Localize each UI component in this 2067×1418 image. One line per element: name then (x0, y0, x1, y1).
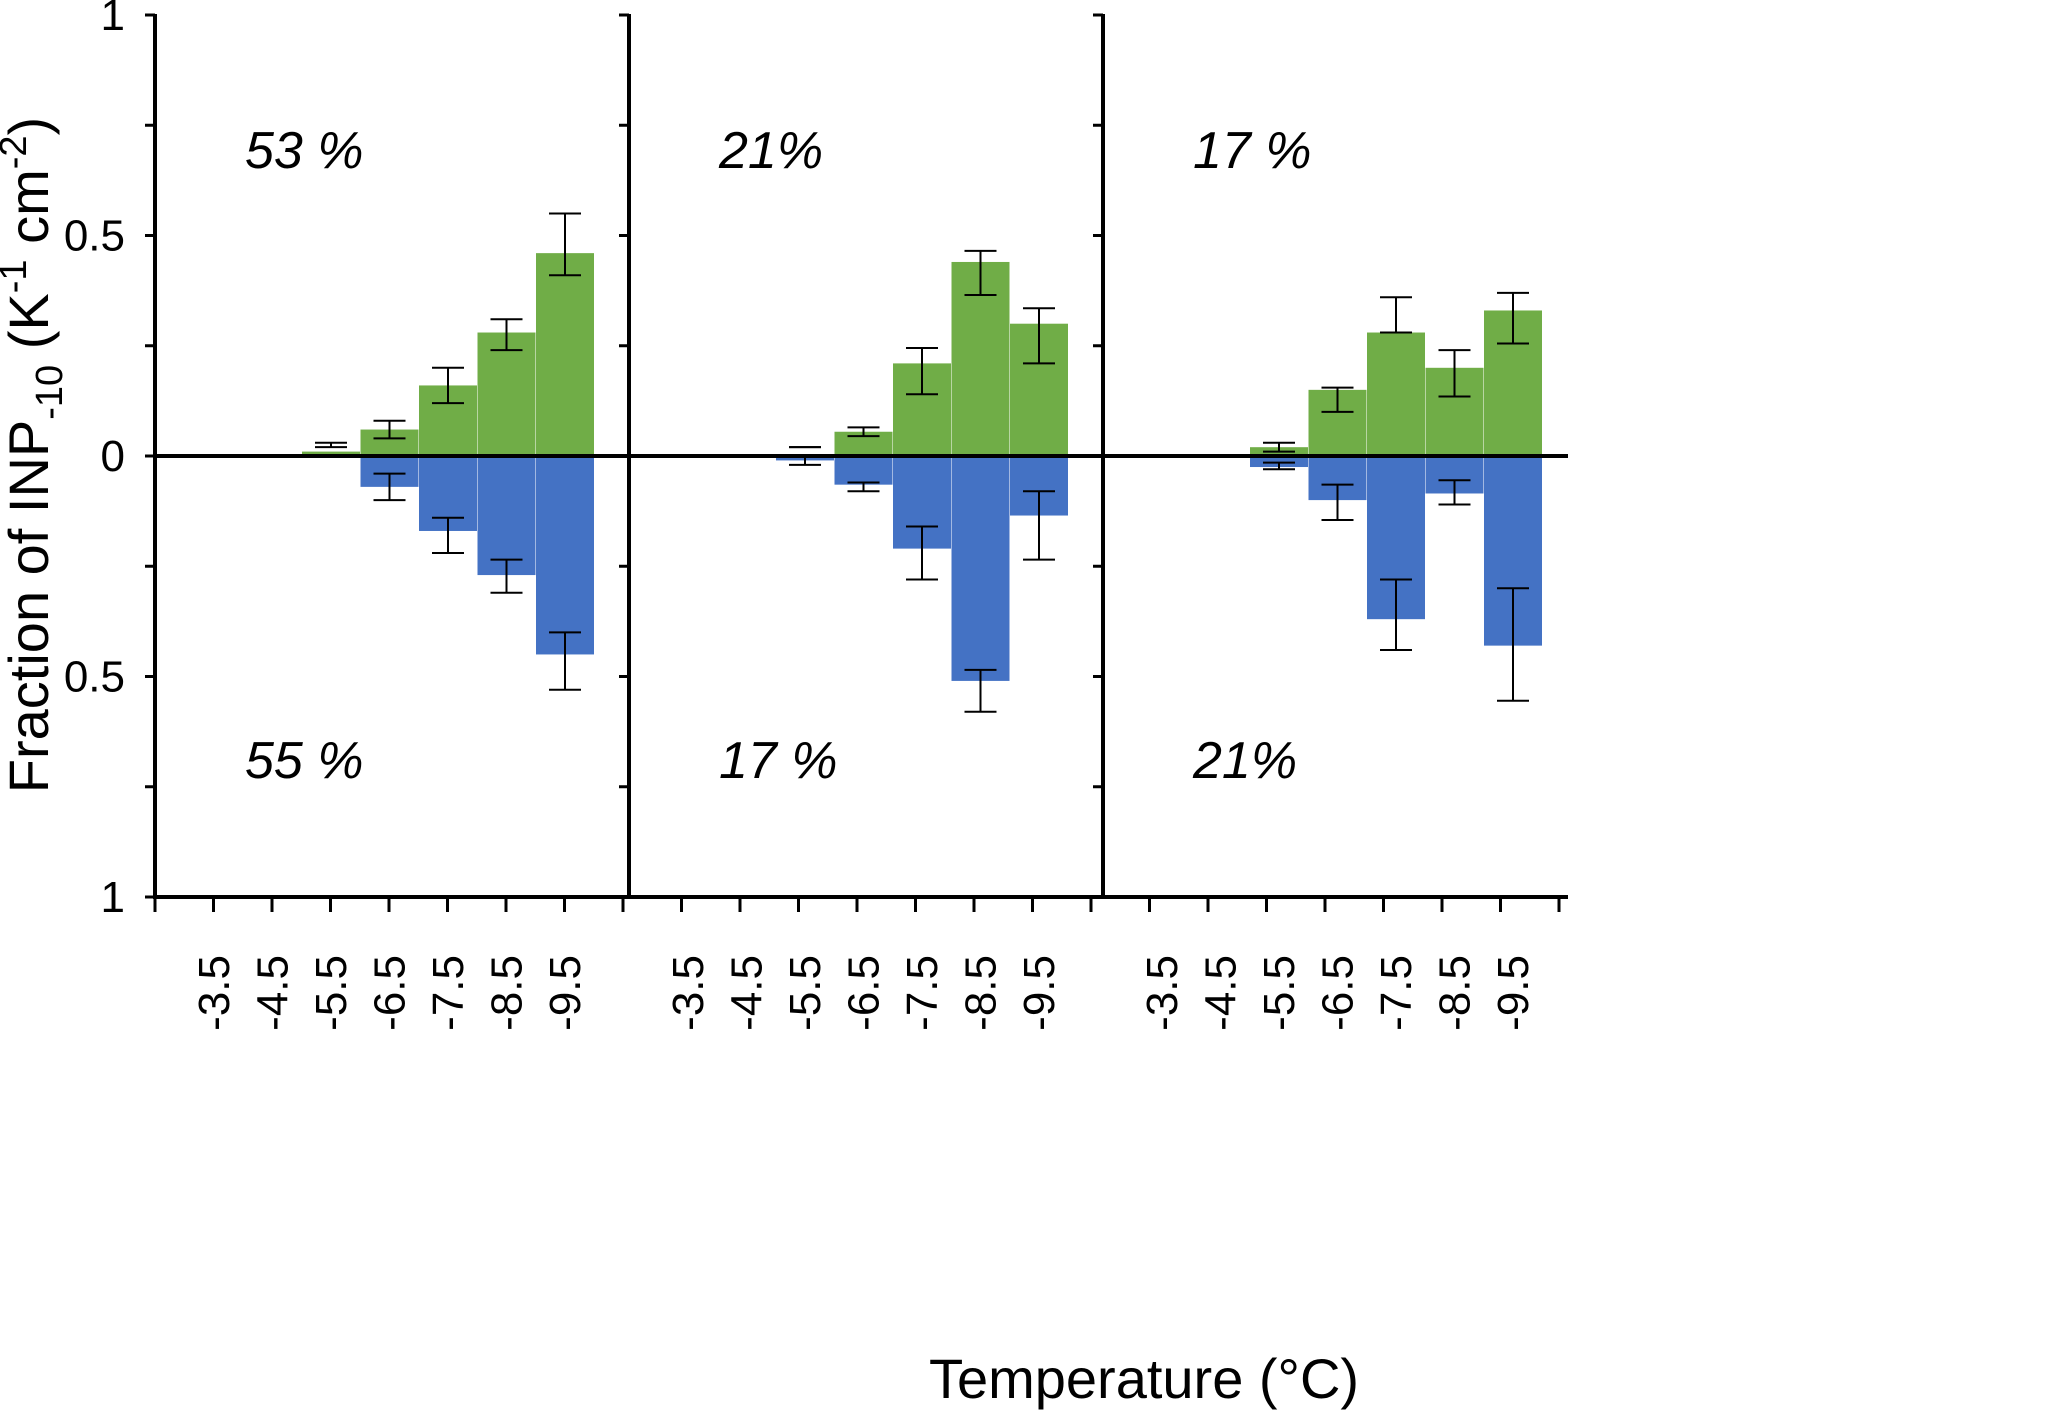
bar-lower--8.5 (477, 456, 536, 576)
y-tick-label-top-0.5: 0.5 (64, 212, 125, 261)
bar-lower--9.5 (536, 456, 594, 655)
x-tick-label--8.5: -8.5 (957, 955, 1006, 1031)
x-tick-label--8.5: -8.5 (1431, 955, 1480, 1031)
x-tick-label--7.5: -7.5 (424, 955, 473, 1031)
y-axis-title-sup1: -1 (0, 259, 35, 293)
x-tick-label--4.5: -4.5 (1197, 955, 1246, 1031)
x-tick-label--9.5: -9.5 (1015, 955, 1064, 1031)
y-tick-label-top-0: 0 (101, 432, 125, 481)
x-tick-label--4.5: -4.5 (249, 955, 298, 1031)
x-tick-label--6.5: -6.5 (840, 955, 889, 1031)
bar-upper--5.5 (302, 451, 360, 456)
axes-layer (145, 13, 1568, 912)
error-bars-layer (315, 212, 1529, 713)
y-tick-label-bottom-1: 1 (101, 873, 125, 922)
panel-2-upper-percent: 21% (718, 122, 823, 180)
x-tick-label--9.5: -9.5 (1489, 955, 1538, 1031)
y-axis-title-mid: cm (0, 169, 60, 259)
y-tick-label-top-1: 1 (101, 0, 125, 40)
bar-lower--5.5 (1250, 456, 1308, 468)
x-tick-label--7.5: -7.5 (1372, 955, 1421, 1031)
panel-2-lower-percent: 17 % (719, 732, 838, 790)
y-axis-title-sub: -10 (29, 365, 71, 420)
x-tick-label--6.5: -6.5 (366, 955, 415, 1031)
bars-layer (302, 253, 1542, 681)
panel-1-lower-percent: 55 % (245, 732, 364, 790)
x-tick-label--8.5: -8.5 (483, 955, 532, 1031)
x-tick-label--4.5: -4.5 (723, 955, 772, 1031)
x-tick-label--6.5: -6.5 (1314, 955, 1363, 1031)
x-tick-label--5.5: -5.5 (1255, 955, 1304, 1031)
panel-1-upper-percent: 53 % (245, 122, 364, 180)
panel-3-lower-percent: 21% (1192, 732, 1297, 790)
y-axis-title-close: ) (0, 117, 60, 136)
y-tick-label-bottom-0.5: 0.5 (64, 653, 125, 702)
x-tick-label--3.5: -3.5 (664, 955, 713, 1031)
x-axis-title: Temperature (°C) (929, 1347, 1359, 1410)
bar-upper--8.5 (477, 332, 536, 456)
bar-upper--9.5 (536, 253, 594, 456)
y-axis-title-main: Fraction of INP (0, 420, 60, 793)
x-tick-label--5.5: -5.5 (307, 955, 356, 1031)
x-tick-label--3.5: -3.5 (190, 955, 239, 1031)
bar-lower--6.5 (834, 456, 893, 485)
x-tick-label--7.5: -7.5 (898, 955, 947, 1031)
y-axis-title: Fraction of INP-10 (K-1 cm-2) (0, 117, 71, 793)
panel-3-upper-percent: 17 % (1193, 122, 1312, 180)
labels-layer: 53 %55 %-3.5 -4.5 -5.5 -6.5 -7.5 -8.5 -9.521%1… (64, 0, 1538, 1031)
y-axis-title-open: (K (0, 293, 60, 365)
bar-upper--7.5 (1367, 332, 1425, 456)
bar-lower--8.5 (951, 456, 1010, 681)
y-axis-title-sup2: -2 (0, 135, 35, 169)
x-tick-label--3.5: -3.5 (1138, 955, 1187, 1031)
x-tick-label--5.5: -5.5 (781, 955, 830, 1031)
x-tick-label--9.5: -9.5 (541, 955, 590, 1031)
